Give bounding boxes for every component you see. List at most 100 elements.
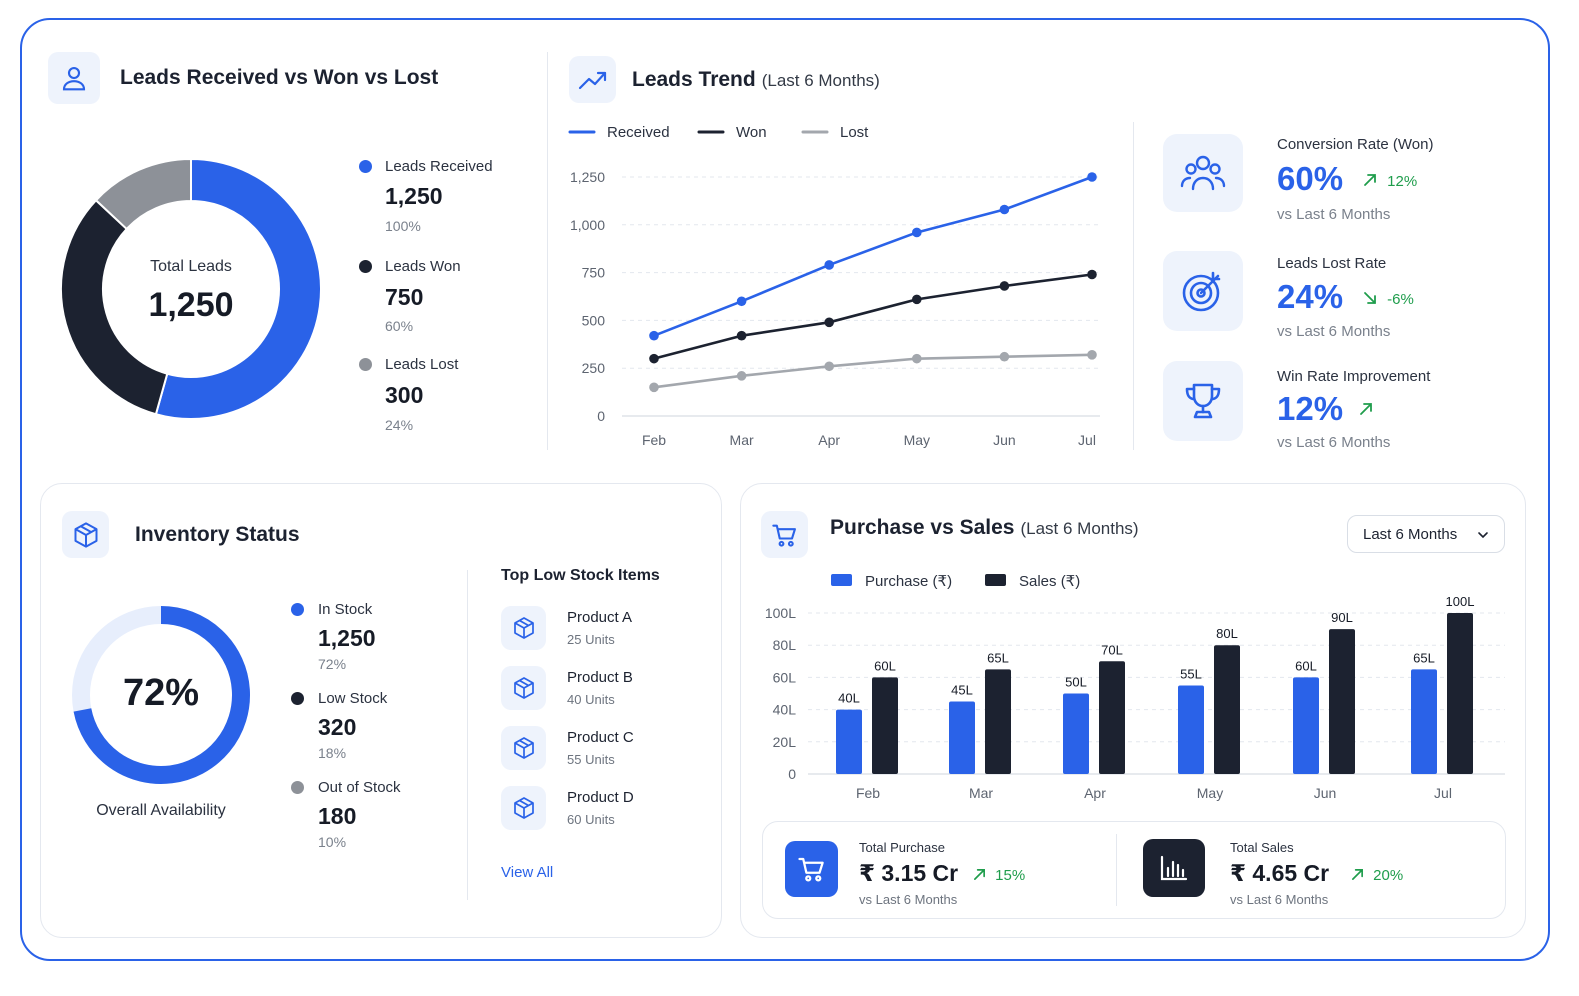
data-point-lost (824, 361, 834, 372)
inventory-panel (40, 483, 722, 938)
legend-swatch-purchase (831, 574, 852, 586)
kpi-sub-lost-rate: vs Last 6 Months (1277, 323, 1391, 340)
bar-data-label: 65L (1413, 650, 1435, 665)
inventory-title: Inventory Status (135, 523, 300, 546)
product-name: Product D (567, 789, 634, 806)
kpi-delta-conversion: 12% (1363, 173, 1417, 190)
cart-icon (761, 511, 808, 558)
x-tick-label: Mar (969, 785, 993, 801)
donut-center-label: Total Leads (150, 258, 232, 275)
divider (467, 570, 468, 900)
data-point-won (912, 294, 922, 305)
series-line-lost (653, 353, 1093, 389)
view-all-link[interactable]: View All (501, 864, 554, 881)
product-units: 55 Units (567, 752, 615, 767)
leads-trend-chart: 0 250 500 750 1,000 1,250 Feb Mar Apr May Jun Jul Re… (568, 124, 1100, 448)
bar-sales (1447, 613, 1473, 774)
x-tick-label: Mar (730, 432, 754, 448)
series-line-won (653, 273, 1093, 360)
legend-value-in-stock: 1,250 (318, 625, 376, 651)
product-name: Product A (567, 609, 633, 626)
legend-dot-in-stock (291, 603, 304, 616)
low-stock-title: Top Low Stock Items (501, 567, 660, 584)
x-tick-label: Feb (642, 432, 666, 448)
leads-donut-chart (60, 158, 322, 420)
x-tick-label: Jun (1314, 785, 1337, 801)
divider (1133, 122, 1134, 450)
data-point-won (736, 330, 747, 341)
y-tick-label: 80L (773, 637, 797, 653)
data-point-lost (999, 351, 1010, 362)
purchase-panel-title: Purchase vs Sales (Last 6 Months) (830, 516, 1139, 539)
legend-label-received: Leads Received (385, 158, 493, 175)
legend-pct-in-stock: 72% (318, 656, 347, 672)
x-tick-label: Apr (818, 432, 840, 448)
product-units: 25 Units (567, 632, 615, 647)
data-point-won (999, 281, 1010, 291)
users-icon (1163, 134, 1243, 212)
legend-value-lost: 300 (385, 382, 424, 408)
legend-dot-lost (359, 358, 372, 371)
period-dropdown-value: Last 6 Months (1363, 525, 1458, 543)
x-tick-label: Feb (856, 785, 880, 801)
period-dropdown[interactable]: Last 6 Months (1347, 515, 1505, 553)
purchase-panel-subtitle: (Last 6 Months) (1020, 519, 1139, 538)
legend-dot-low-stock (291, 692, 304, 705)
legend-label-won: Won (736, 124, 767, 141)
data-point-won (649, 353, 659, 364)
product-box-icon (501, 726, 546, 770)
y-tick-label: 0 (597, 408, 605, 424)
leads-panel-title: Leads Received vs Won vs Lost (120, 66, 439, 89)
x-tick-label: Jul (1078, 432, 1096, 448)
bar-purchase (1411, 669, 1437, 774)
legend-value-won: 750 (385, 284, 424, 310)
kpi-value-win-rate: 12% (1277, 390, 1344, 427)
legend-pct-received: 100% (385, 218, 421, 234)
legend-label-low-stock: Low Stock (318, 690, 388, 707)
total-sales-value: ₹ 4.65 Cr (1230, 860, 1330, 886)
bar-data-label: 80L (1216, 626, 1238, 641)
x-tick-label: Jun (993, 432, 1016, 448)
product-name: Product C (567, 729, 634, 746)
bar-data-label: 65L (987, 650, 1009, 665)
bar-data-label: 55L (1180, 666, 1202, 681)
data-point-received (999, 204, 1010, 215)
trend-up-icon (569, 56, 616, 103)
bar-data-label: 40L (838, 691, 860, 706)
y-tick-label: 60L (773, 669, 797, 685)
purchase-sales-summary: Total Purchase ₹ 3.15 Cr 15% vs Last 6 M… (762, 821, 1506, 919)
bar-data-label: 45L (951, 683, 973, 698)
cart-icon (785, 841, 838, 897)
bar-data-label: 60L (1295, 658, 1317, 673)
gauge-fill (73, 606, 250, 784)
kpi-delta-lost-rate: -6% (1363, 291, 1414, 308)
data-point-won (1087, 269, 1097, 280)
donut-slice-leads-lost (94, 158, 192, 231)
bar-sales (872, 677, 898, 774)
legend-pct-won: 60% (385, 318, 414, 334)
bar-purchase (949, 701, 975, 774)
legend-label-out-of-stock: Out of Stock (318, 779, 401, 796)
arrow-up-right-icon (1360, 403, 1372, 415)
gauge-value: 72% (122, 672, 200, 714)
product-box-icon (501, 666, 546, 710)
y-tick-label: 500 (582, 312, 606, 328)
y-tick-label: 40L (773, 702, 797, 718)
bar-purchase (1178, 685, 1204, 774)
y-tick-label: 20L (773, 734, 797, 750)
legend-label-lost: Leads Lost (385, 356, 459, 373)
bar-data-label: 90L (1331, 610, 1353, 625)
legend-swatch-sales (985, 574, 1006, 586)
total-purchase-label: Total Purchase (859, 840, 945, 855)
x-tick-label: May (904, 432, 930, 448)
target-icon (1163, 251, 1243, 331)
legend-label-received: Received (607, 124, 670, 141)
arrow-up-right-icon (974, 869, 985, 880)
kpi-sub-conversion: vs Last 6 Months (1277, 206, 1391, 223)
legend-value-received: 1,250 (385, 183, 443, 209)
x-tick-label: Jul (1434, 785, 1452, 801)
trend-panel-subtitle: (Last 6 Months) (761, 71, 880, 90)
legend-pct-out-of-stock: 10% (318, 834, 347, 850)
kpi-value-conversion: 60% (1277, 160, 1344, 197)
bar-sales (985, 669, 1011, 774)
